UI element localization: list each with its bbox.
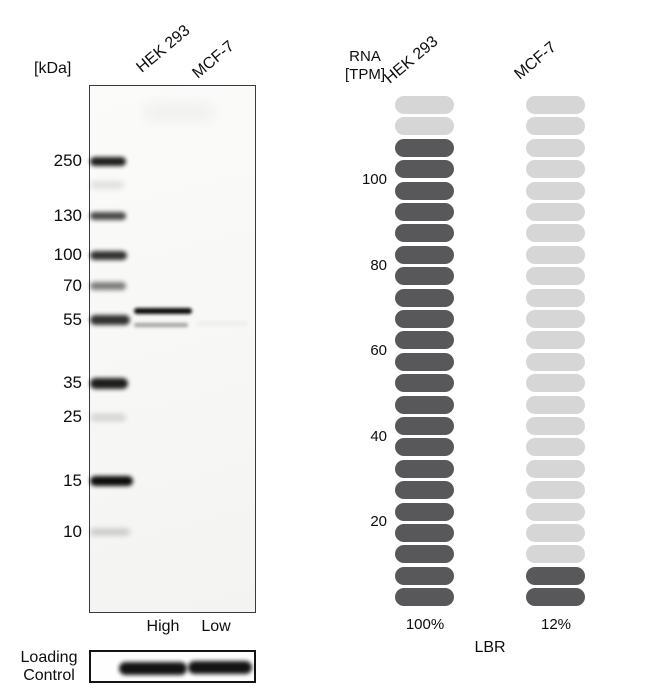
rna-pill <box>526 481 585 500</box>
rna-pill <box>395 203 454 221</box>
rna-pill <box>395 160 454 179</box>
expression-label-low: Low <box>201 618 231 635</box>
marker-band <box>90 315 130 325</box>
rna-pill <box>395 374 454 393</box>
percent-label-hek293: 100% <box>405 616 445 633</box>
marker-label: 250 <box>53 151 82 170</box>
sample-band <box>134 323 188 327</box>
marker-band <box>90 282 126 290</box>
rna-pill <box>526 138 585 157</box>
rna-pill <box>526 395 585 414</box>
rna-pill <box>395 438 454 457</box>
loading-control-band <box>188 660 252 674</box>
kda-axis-label: [kDa] <box>34 60 72 77</box>
marker-band <box>90 377 128 389</box>
rna-pill <box>395 352 454 371</box>
rna-pill <box>395 288 454 307</box>
loading-control-band <box>119 661 187 675</box>
marker-label: 100 <box>53 245 82 264</box>
rna-pill <box>395 502 454 521</box>
marker-band <box>90 212 126 220</box>
rna-ytick-label: 40 <box>370 427 387 445</box>
loading-control-label-line2: Control <box>23 667 75 684</box>
rna-pill <box>395 417 454 435</box>
rna-pill <box>395 245 454 264</box>
rna-pill <box>526 331 585 350</box>
marker-band <box>90 250 127 260</box>
rna-pill <box>395 331 454 350</box>
rna-pill <box>395 588 454 607</box>
marker-label: 70 <box>63 276 82 295</box>
marker-label: 35 <box>63 373 82 392</box>
rna-pill <box>395 395 454 414</box>
rna-pill <box>526 588 585 607</box>
blot-artifact <box>196 321 248 325</box>
rna-pill <box>526 288 585 307</box>
rna-pill <box>526 117 585 136</box>
marker-label: 25 <box>63 407 82 426</box>
rna-pill <box>526 374 585 393</box>
marker-label: 10 <box>63 522 82 541</box>
marker-label: 55 <box>63 310 82 329</box>
wb-lane-label-mcf7: MCF-7 <box>189 37 238 83</box>
rna-ytick-label: 100 <box>361 170 387 188</box>
rna-pill <box>395 224 454 243</box>
rna-tpm-axis-label: RNA [TPM] <box>330 48 400 84</box>
rna-pill <box>526 224 585 243</box>
western-blot-panel <box>89 85 256 613</box>
marker-band <box>90 476 133 486</box>
marker-band <box>90 413 126 421</box>
sample-band <box>134 308 192 314</box>
loading-control-label: Loading Control <box>6 649 92 685</box>
rna-pill <box>395 138 454 157</box>
rna-pill <box>395 117 454 136</box>
rna-pill <box>526 96 585 114</box>
rna-pill <box>526 181 585 200</box>
rna-pill <box>395 267 454 286</box>
marker-label: 130 <box>53 206 82 225</box>
rna-pill <box>395 181 454 200</box>
rna-pill <box>526 267 585 286</box>
loading-control-label-line1: Loading <box>20 649 78 666</box>
rna-pill <box>395 566 454 585</box>
rna-pill <box>395 310 454 328</box>
chart-column-label-mcf7: MCF-7 <box>511 38 560 84</box>
rna-pill <box>526 502 585 521</box>
rna-ytick-label: 80 <box>370 256 387 274</box>
rna-pill <box>526 352 585 371</box>
rna-pill <box>395 459 454 478</box>
wb-lane-label-hek293: HEK 293 <box>133 22 194 77</box>
rna-pill <box>526 459 585 478</box>
rna-ytick-label: 20 <box>370 513 387 531</box>
rna-pill <box>395 524 454 542</box>
rna-pill <box>526 545 585 564</box>
rna-pill <box>526 417 585 435</box>
blot-artifact <box>90 181 124 189</box>
gene-title: LBR <box>474 639 506 656</box>
percent-label-mcf7: 12% <box>540 616 572 633</box>
rna-pill <box>526 438 585 457</box>
rna-pill <box>526 310 585 328</box>
expression-label-high: High <box>146 618 180 635</box>
rna-pill <box>526 203 585 221</box>
marker-label: 15 <box>63 471 82 490</box>
rna-pill <box>526 524 585 542</box>
rna-axis-label-line2: [TPM] <box>345 66 385 83</box>
rna-ytick-label: 60 <box>370 342 387 360</box>
rna-pill <box>395 545 454 564</box>
rna-pill <box>395 481 454 500</box>
rna-pill <box>526 566 585 585</box>
blot-artifact <box>142 102 216 122</box>
marker-band <box>90 529 130 535</box>
rna-axis-label-line1: RNA <box>349 48 381 65</box>
rna-pill <box>526 160 585 179</box>
marker-band <box>90 156 126 166</box>
rna-pill <box>395 96 454 114</box>
rna-pill <box>526 245 585 264</box>
